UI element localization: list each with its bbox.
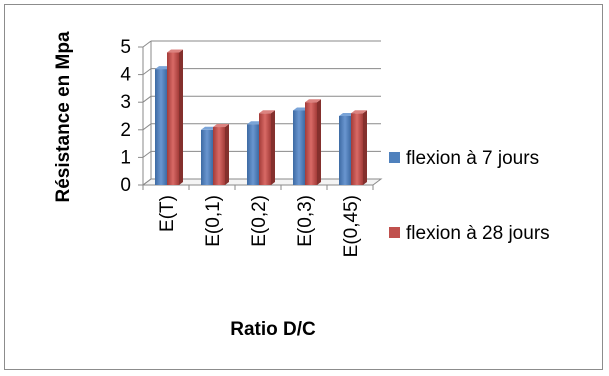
bar-side bbox=[317, 99, 321, 185]
y-grid-connector bbox=[142, 95, 152, 103]
bar bbox=[155, 69, 167, 185]
y-grid-connector bbox=[142, 68, 152, 75]
chart-frame: 0 1 2 3 4 5 E(T) E(0,1) E(0,2) E(0,3) E(0,45) Rési… bbox=[4, 4, 603, 370]
legend-label-7-jours: flexion à 7 jours bbox=[406, 148, 539, 169]
bar bbox=[259, 113, 271, 185]
x-axis-title: Ratio D/C bbox=[230, 319, 316, 340]
bar bbox=[167, 52, 179, 185]
y-tick-label: 2 bbox=[120, 120, 131, 141]
bar bbox=[293, 110, 305, 185]
x-tick-label: E(0,3) bbox=[295, 195, 316, 247]
bars-layer bbox=[155, 49, 367, 185]
x-tick-label: E(0,2) bbox=[249, 195, 270, 247]
y-tick-label: 4 bbox=[120, 65, 131, 86]
bar bbox=[247, 124, 259, 185]
bar-side bbox=[179, 49, 183, 185]
bar-top bbox=[213, 124, 229, 128]
x-tick-label: E(0,45) bbox=[341, 195, 362, 257]
y-tick-label: 5 bbox=[120, 37, 131, 58]
legend-label-28-jours: flexion à 28 jours bbox=[406, 223, 550, 244]
y-grid-connector bbox=[142, 123, 152, 131]
bar bbox=[339, 116, 351, 185]
chart-svg: 0 1 2 3 4 5 E(T) E(0,1) E(0,2) E(0,3) E(0,45) Rési… bbox=[53, 31, 550, 340]
bar bbox=[351, 113, 363, 185]
y-grid-connector bbox=[142, 150, 152, 158]
bar-side bbox=[363, 110, 367, 185]
y-grid-connector bbox=[142, 178, 152, 186]
y-tick-label: 1 bbox=[120, 147, 131, 168]
legend-swatch-28-jours bbox=[389, 227, 400, 238]
x-tick-label: E(T) bbox=[157, 195, 178, 232]
bar bbox=[305, 102, 317, 185]
y-tick-label: 0 bbox=[120, 175, 131, 196]
y-tick-label: 3 bbox=[120, 92, 131, 113]
legend-swatch-7-jours bbox=[389, 152, 400, 163]
bar-top bbox=[351, 110, 367, 114]
bar-top bbox=[259, 110, 275, 114]
bar-top bbox=[305, 99, 321, 103]
y-grid-connector bbox=[142, 40, 152, 48]
bar bbox=[213, 127, 225, 185]
bar-top bbox=[167, 49, 183, 53]
legend: flexion à 7 jours flexion à 28 jours bbox=[389, 148, 550, 244]
bar-side bbox=[271, 110, 275, 185]
y-axis-title: Résistance en Mpa bbox=[53, 31, 74, 202]
x-tick-label: E(0,1) bbox=[203, 195, 224, 247]
bar-side bbox=[225, 124, 229, 185]
axis-layer: 0 1 2 3 4 5 E(T) E(0,1) E(0,2) E(0,3) E(0,45) bbox=[120, 37, 374, 257]
bar bbox=[201, 129, 213, 185]
